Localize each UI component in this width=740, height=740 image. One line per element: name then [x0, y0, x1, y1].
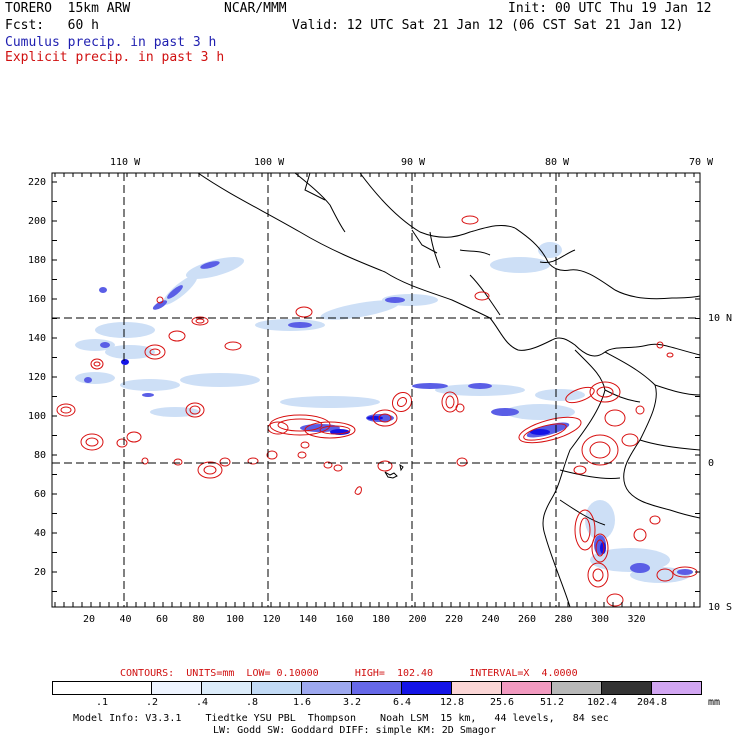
x-tick-label: 160: [335, 614, 354, 625]
colorbar-swatch: [102, 681, 152, 695]
colorbar-label: 6.4: [392, 697, 412, 708]
y-tick-label: 220: [27, 177, 46, 188]
organization: NCAR/MMM: [224, 1, 287, 16]
x-tick-label: 260: [517, 614, 537, 625]
colorbar-label: 12.8: [439, 697, 465, 708]
lon-label-90w: 90 W: [401, 157, 426, 168]
x-tick-label: 280: [554, 614, 573, 625]
colorbar-label: 1.6: [292, 697, 312, 708]
colorbar-label: 204.8: [636, 697, 668, 708]
colorbar-label: 51.2: [539, 697, 565, 708]
x-tick-label: 180: [371, 614, 391, 625]
x-tick-label: 320: [627, 614, 646, 625]
x-tick-label: 80: [192, 614, 205, 625]
lat-label-10n: 10 N: [708, 313, 733, 324]
colorbar-swatch: [602, 681, 652, 695]
x-tick-label: 240: [481, 614, 500, 625]
forecast-hour: Fcst: 60 h: [5, 18, 99, 33]
y-tick-label: 60: [33, 489, 46, 500]
contour-units: CONTOURS: UNITS=mm LOW= 0.10000: [120, 668, 319, 679]
physics-info: LW: Godd SW: Goddard DIFF: simple KM: 2D…: [213, 725, 496, 736]
x-tick-label: 20: [82, 614, 96, 625]
x-tick-label: 220: [444, 614, 464, 625]
colorbar-label: 25.6: [489, 697, 515, 708]
colorbar-swatch: [352, 681, 402, 695]
colorbar-swatch: [302, 681, 352, 695]
x-tick-label: 40: [119, 614, 132, 625]
model-info: Model Info: V3.3.1 Tiedtke YSU PBL Thomp…: [73, 713, 609, 724]
colorbar-label: .1: [95, 697, 109, 708]
lon-label-100w: 100 W: [254, 157, 285, 168]
colorbar-swatch: [202, 681, 252, 695]
colorbar-swatch: [402, 681, 452, 695]
map-frame: [51, 172, 701, 608]
colorbar-label: 102.4: [586, 697, 618, 708]
x-tick-label: 140: [298, 614, 318, 625]
lon-label-70w: 70 W: [689, 157, 714, 168]
colorbar-label: .8: [245, 697, 259, 708]
contour-info: CONTOURS: UNITS=mm LOW= 0.10000 HIGH= 10…: [120, 668, 578, 679]
colorbar-swatch: [552, 681, 602, 695]
colorbar-label: .2: [145, 697, 159, 708]
lon-label-110w: 110 W: [110, 157, 141, 168]
coastlines: [197, 173, 700, 607]
x-tick-label: 100: [225, 614, 245, 625]
y-tick-label: 20: [33, 567, 46, 578]
explicit-precip-contours: [56, 215, 698, 607]
x-tick-label: 300: [590, 614, 610, 625]
y-tick-label: 140: [27, 333, 46, 344]
y-tick-label: 160: [27, 294, 46, 305]
y-tick-label: 200: [27, 216, 46, 227]
model-name: TORERO 15km ARW: [5, 1, 131, 16]
colorbar-swatch: [52, 681, 103, 695]
init-time: Init: 00 UTC Thu 19 Jan 12: [508, 1, 712, 16]
contour-interval: INTERVAL=X 4.0000: [469, 668, 578, 679]
y-tick-label: 80: [33, 450, 46, 461]
colorbar-label: 3.2: [342, 697, 362, 708]
graticule: [52, 173, 700, 607]
y-tick-label: 100: [27, 411, 46, 422]
valid-time: Valid: 12 UTC Sat 21 Jan 12 (06 CST Sat …: [292, 18, 684, 33]
lon-label-80w: 80 W: [545, 157, 570, 168]
colorbar-label: .4: [195, 697, 209, 708]
colorbar-swatch: [152, 681, 202, 695]
colorbar-swatch: [452, 681, 502, 695]
cumulus-precip-areas: [75, 242, 690, 583]
lat-label-0: 0: [708, 458, 715, 469]
colorbar-swatch: [652, 681, 702, 695]
colorbar-unit: mm: [708, 697, 721, 708]
cumulus-precip-strong: [121, 359, 606, 554]
x-tick-label: 120: [262, 614, 281, 625]
y-tick-label: 120: [27, 372, 46, 383]
colorbar-swatch: [252, 681, 302, 695]
colorbar-swatch: [502, 681, 552, 695]
field-label-explicit: Explicit precip. in past 3 h: [5, 50, 225, 65]
field-label-cumulus: Cumulus precip. in past 3 h: [5, 35, 217, 50]
y-tick-label: 180: [27, 255, 46, 266]
contour-high: HIGH= 102.40: [354, 668, 434, 679]
x-tick-label: 60: [155, 614, 169, 625]
y-tick-label: 40: [33, 528, 46, 539]
x-tick-label: 200: [408, 614, 427, 625]
lat-label-10s: 10 S: [708, 602, 733, 613]
